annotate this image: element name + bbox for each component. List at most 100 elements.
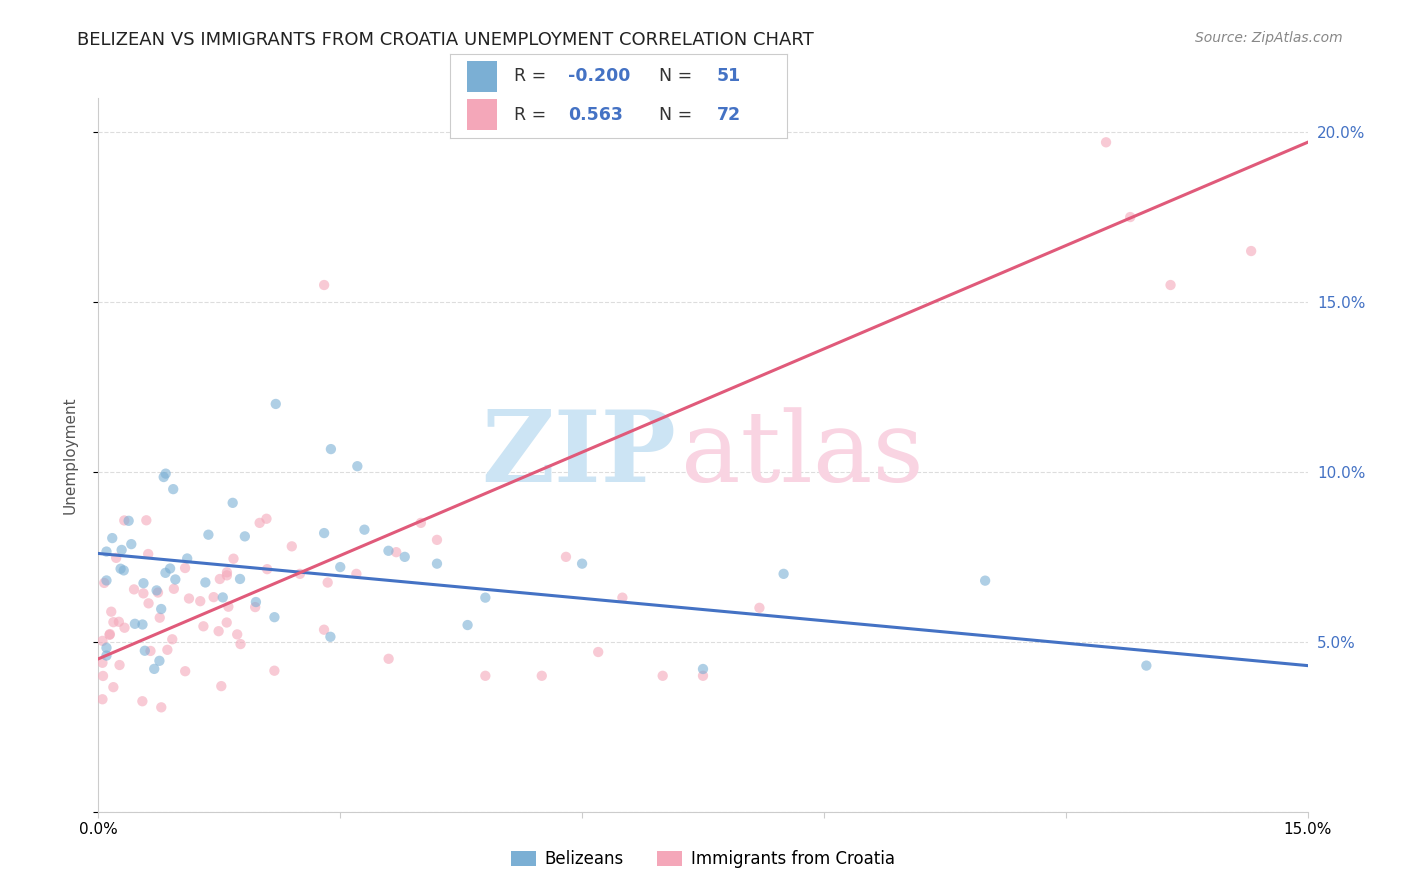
Point: [103, 615, 125, 629]
Point: [217, 599, 239, 614]
Text: BELIZEAN VS IMMIGRANTS FROM CROATIA UNEMPLOYMENT CORRELATION CHART: BELIZEAN VS IMMIGRANTS FROM CROATIA UNEM…: [77, 31, 814, 49]
Point: [96, 648, 118, 663]
Point: [243, 600, 266, 615]
Point: [426, 557, 449, 571]
Point: [586, 645, 609, 659]
Point: [772, 566, 794, 581]
Text: atlas: atlas: [682, 407, 924, 503]
Point: [156, 642, 179, 657]
Point: [377, 652, 399, 666]
Point: [264, 397, 287, 411]
Point: [155, 467, 177, 481]
Point: [111, 543, 134, 558]
Point: [174, 664, 197, 678]
Point: [135, 513, 157, 527]
Point: [145, 583, 167, 598]
Point: [692, 669, 714, 683]
Text: Source: ZipAtlas.com: Source: ZipAtlas.com: [1195, 31, 1343, 45]
Text: N =: N =: [659, 105, 697, 123]
Point: [132, 576, 155, 591]
Point: [162, 632, 184, 647]
Point: [98, 628, 121, 642]
Point: [193, 619, 215, 633]
Point: [112, 513, 135, 527]
Point: [209, 679, 232, 693]
Point: [974, 574, 997, 588]
Point: [692, 662, 714, 676]
Point: [409, 516, 432, 530]
Point: [105, 550, 128, 565]
Point: [256, 562, 278, 576]
Point: [377, 543, 399, 558]
Point: [346, 459, 368, 474]
FancyBboxPatch shape: [467, 62, 498, 92]
Text: -0.200: -0.200: [568, 68, 630, 86]
Point: [112, 563, 135, 577]
Point: [208, 572, 231, 586]
Text: 72: 72: [717, 105, 741, 123]
Point: [110, 562, 132, 576]
Point: [163, 582, 186, 596]
Point: [108, 615, 131, 629]
Point: [202, 590, 225, 604]
Point: [98, 627, 121, 641]
Point: [211, 591, 233, 605]
Point: [221, 496, 243, 510]
Point: [263, 664, 285, 678]
Text: 0.563: 0.563: [568, 105, 623, 123]
Point: [1135, 658, 1157, 673]
Point: [91, 656, 114, 670]
Point: [194, 575, 217, 590]
Point: [134, 644, 156, 658]
Point: [162, 482, 184, 496]
Point: [215, 566, 238, 580]
Point: [131, 617, 153, 632]
Point: [319, 442, 342, 456]
Point: [122, 582, 145, 597]
Point: [93, 576, 115, 591]
Point: [159, 561, 181, 575]
Point: [91, 633, 114, 648]
Point: [1095, 136, 1118, 150]
Point: [288, 566, 311, 581]
Point: [215, 568, 238, 582]
Point: [96, 574, 118, 588]
Point: [215, 615, 238, 630]
Point: [394, 549, 416, 564]
Point: [612, 591, 634, 605]
Point: [146, 585, 169, 599]
Point: [474, 591, 496, 605]
Point: [1119, 210, 1142, 224]
Point: [108, 658, 131, 673]
Y-axis label: Unemployment: Unemployment: [63, 396, 77, 514]
Point: [319, 630, 342, 644]
Point: [316, 575, 339, 590]
Point: [312, 623, 335, 637]
Point: [314, 278, 336, 293]
Point: [152, 470, 174, 484]
Point: [96, 640, 118, 655]
Point: [385, 545, 408, 559]
Point: [256, 512, 278, 526]
Point: [138, 596, 160, 610]
Point: [136, 547, 159, 561]
Point: [114, 621, 136, 635]
Point: [344, 566, 367, 581]
Point: [188, 594, 211, 608]
Point: [155, 566, 177, 580]
Point: [555, 549, 578, 564]
Point: [226, 627, 249, 641]
Point: [426, 533, 449, 547]
Point: [165, 573, 187, 587]
Point: [353, 523, 375, 537]
Point: [249, 516, 271, 530]
Point: [229, 637, 252, 651]
Point: [263, 610, 285, 624]
Point: [571, 557, 593, 571]
Point: [1240, 244, 1263, 258]
Point: [207, 624, 229, 639]
Point: [91, 669, 114, 683]
Point: [530, 669, 553, 683]
Legend: Belizeans, Immigrants from Croatia: Belizeans, Immigrants from Croatia: [505, 844, 901, 875]
Point: [177, 591, 200, 606]
